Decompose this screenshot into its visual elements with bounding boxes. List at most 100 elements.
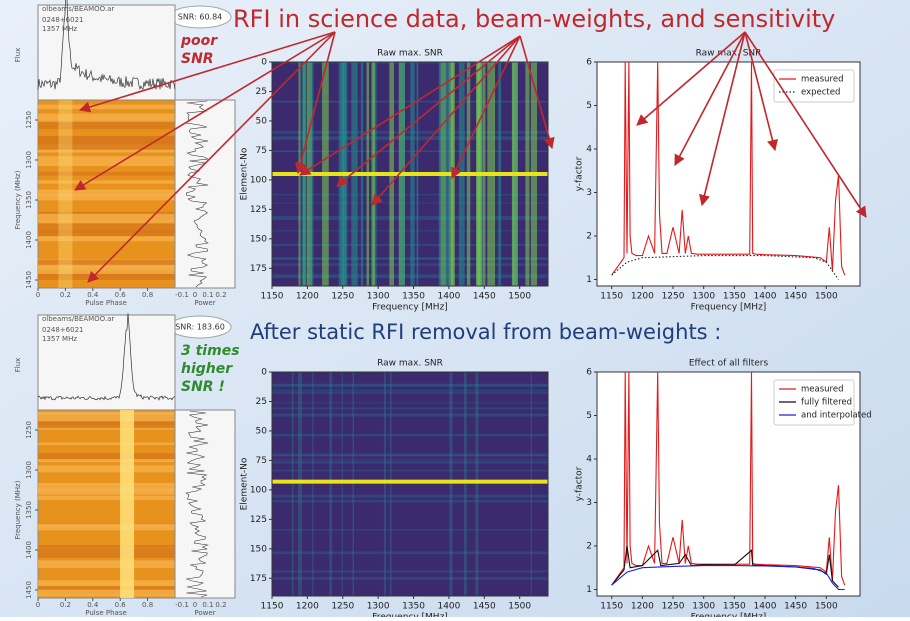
x-tick-label: 1250 [331, 292, 354, 302]
x-tick-label: 1300 [692, 602, 715, 612]
freq-tick-label: 1350 [25, 501, 33, 519]
heatmap-row [272, 217, 548, 220]
slide-subtitle: After static RFI removal from beam-weigh… [250, 320, 721, 344]
waterfall-stripe [38, 465, 175, 473]
heatmap-row [272, 215, 548, 218]
x-axis-label: Frequency [MHz] [372, 613, 448, 618]
heatmap-bg [272, 372, 548, 596]
y-tick-label: 3 [586, 498, 592, 508]
heatmap-frame [271, 371, 549, 597]
freq-label: Frequency (MHz) [14, 480, 22, 539]
heatmap-row [272, 243, 548, 247]
power-tick-label: 0 [193, 291, 197, 299]
heatmap-row [272, 529, 548, 531]
phase-tick-label: 0.4 [87, 601, 99, 609]
y-axis-label: y-factor [575, 466, 585, 501]
profile-line [37, 313, 176, 401]
y-tick-label: 1 [586, 585, 592, 595]
y-tick-label: 1 [586, 275, 592, 285]
waterfall-stripe [38, 171, 175, 176]
x-tick-label: 1450 [784, 292, 807, 302]
heatmap-row [272, 454, 548, 457]
freq-tick-label: 1300 [25, 151, 33, 169]
waterfall-stripe [38, 544, 175, 548]
y-tick-label: 75 [256, 456, 267, 466]
legend-label: measured [801, 385, 843, 395]
waterfall-stripe [38, 495, 175, 501]
waterfall-stripe [38, 458, 175, 463]
phase-tick-label: 0.6 [115, 601, 127, 609]
y-tick-label: 125 [250, 515, 267, 525]
heatmap-row [272, 263, 548, 266]
x-tick-label: 1400 [437, 292, 460, 302]
slide-title: RFI in science data, beam-weights, and s… [233, 5, 835, 33]
waterfall-stripe [38, 230, 175, 236]
series-line [611, 371, 846, 586]
heatmap-row [272, 136, 548, 139]
profile-box [37, 314, 176, 411]
heatmap-row [272, 433, 548, 437]
waterfall-stripe [38, 104, 175, 110]
series-line [611, 61, 846, 276]
power-tick-label: -0.1 [175, 291, 189, 299]
phase-tick-label: 0.6 [115, 291, 127, 299]
heatmap-row [272, 274, 548, 277]
x-tick-label: 1150 [261, 292, 284, 302]
arrows [74, 31, 867, 283]
heatmap-row [272, 257, 548, 260]
heatmap-row [272, 494, 548, 498]
heatmap-row [272, 402, 548, 404]
heatmap-row [272, 137, 548, 141]
waterfall-stripe [38, 136, 175, 145]
x-tick-label: 1450 [473, 602, 496, 612]
waterfall-stripe [38, 142, 175, 150]
waterfall-stripe [38, 524, 175, 531]
phase-tick-label: 0.8 [142, 291, 153, 299]
note-line: SNR ! [181, 379, 225, 395]
power-line [185, 410, 209, 598]
y-tick-label: 3 [586, 188, 592, 198]
x-tick-label: 1300 [367, 602, 390, 612]
freq-tick-label: 1250 [25, 421, 33, 439]
obs-freq: 1357 MHz [42, 25, 77, 33]
waterfall-stripe [38, 589, 175, 597]
x-tick-label: 1450 [473, 292, 496, 302]
legend-box [773, 379, 855, 426]
x-tick-label: 1150 [600, 602, 623, 612]
legend-label: expected [801, 88, 840, 98]
y-tick-label: 100 [250, 175, 267, 185]
bright-row [272, 172, 548, 176]
x-axis-label: Frequency [MHz] [691, 303, 767, 313]
waterfall-stripe [38, 548, 175, 558]
y-axis-label: Element-No [240, 147, 250, 200]
x-tick-label: 1150 [261, 602, 284, 612]
waterfall-stripe [38, 423, 175, 429]
flux-label: Flux [14, 358, 22, 373]
power-tick-label: 0.2 [215, 601, 226, 609]
x-tick-label: 1450 [784, 602, 807, 612]
freq-tick-label: 1400 [25, 231, 33, 249]
x-tick-label: 1250 [331, 602, 354, 612]
legend-label: fully filtered [801, 398, 852, 408]
power-tick-label: -0.1 [175, 601, 189, 609]
heatmap-row [272, 193, 548, 196]
y-tick-label: 75 [256, 146, 267, 156]
freq-tick-label: 1450 [25, 271, 33, 289]
x-axis-label: Frequency [MHz] [691, 613, 767, 618]
x-tick-label: 1500 [815, 292, 838, 302]
series-line [611, 255, 839, 280]
waterfall-stripe [38, 180, 175, 184]
heatmap-column [298, 372, 302, 596]
heatmap-row [272, 453, 548, 456]
x-tick-label: 1350 [723, 292, 746, 302]
heatmap-row [272, 130, 548, 134]
x-tick-label: 1500 [508, 602, 531, 612]
heatmap-row [272, 500, 548, 503]
power-box [174, 99, 236, 289]
x-tick-label: 1250 [662, 602, 685, 612]
x-tick-label: 1350 [723, 602, 746, 612]
profile-line [37, 0, 176, 91]
power-box [174, 409, 236, 599]
heatmap-row [272, 101, 548, 103]
